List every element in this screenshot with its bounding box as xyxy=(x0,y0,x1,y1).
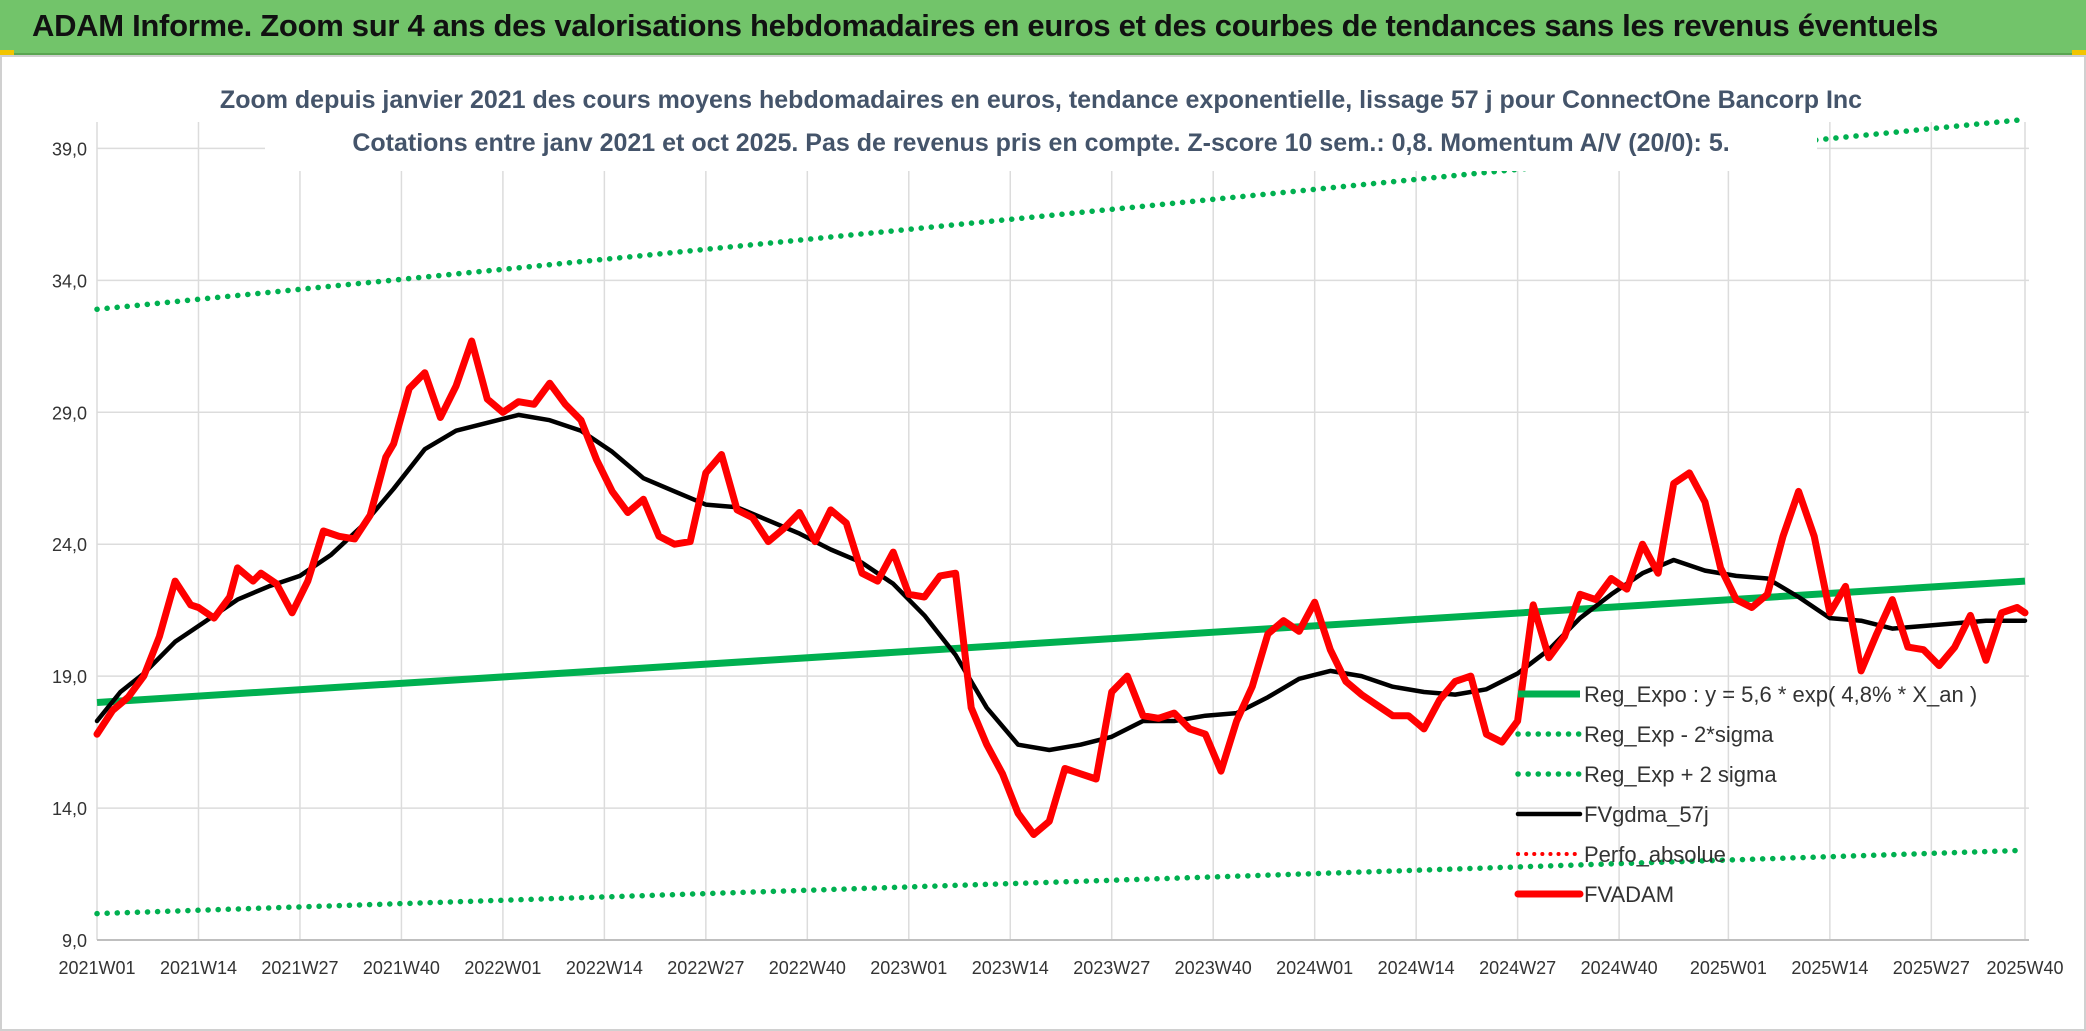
legend-label: Perfo_absolue xyxy=(1584,842,1726,867)
x-axis-ticks: 2021W01 2021W14 2021W27 2021W40 2022W01 2022W… xyxy=(58,958,2063,978)
x-tick-label: 2022W27 xyxy=(667,958,744,978)
x-tick-label: 2024W01 xyxy=(1276,958,1353,978)
y-tick-label: 34,0 xyxy=(52,271,87,291)
grid xyxy=(96,122,2029,941)
x-tick-label: 2023W14 xyxy=(972,958,1049,978)
x-tick-label: 2023W40 xyxy=(1175,958,1252,978)
legend-label: FVADAM xyxy=(1584,882,1674,907)
x-tick-label: 2023W01 xyxy=(870,958,947,978)
x-tick-label: 2025W27 xyxy=(1893,958,1970,978)
x-tick-label: 2022W40 xyxy=(769,958,846,978)
series-fvgdma_57j-line xyxy=(94,412,2028,753)
x-tick-label: 2025W14 xyxy=(1791,958,1868,978)
corner-marker-left xyxy=(0,50,14,56)
series-reg_expo-line xyxy=(96,577,2026,706)
legend-label: FVgdma_57j xyxy=(1584,802,1709,827)
x-tick-label: 2021W27 xyxy=(261,958,338,978)
legend-label: Reg_Exp - 2*sigma xyxy=(1584,722,1774,747)
y-tick-label: 19,0 xyxy=(52,667,87,687)
legend: Reg_Expo : y = 5,6 * exp( 4,8% * X_an ) R… xyxy=(1514,682,1977,907)
x-tick-label: 2025W01 xyxy=(1690,958,1767,978)
subtitle-background xyxy=(265,73,1817,171)
chart-title: Zoom depuis janvier 2021 des cours moyen… xyxy=(220,86,1862,114)
chart-frame xyxy=(0,55,2086,1031)
legend-label: Reg_Exp + 2 sigma xyxy=(1584,762,1777,787)
x-tick-label: 2024W40 xyxy=(1581,958,1658,978)
y-tick-label: 24,0 xyxy=(52,535,87,555)
x-tick-label: 2025W40 xyxy=(1986,958,2063,978)
x-tick-label: 2022W01 xyxy=(464,958,541,978)
y-tick-label: 9,0 xyxy=(62,931,87,951)
y-tick-label: 29,0 xyxy=(52,403,87,423)
y-tick-label: 39,0 xyxy=(52,139,87,159)
series-reg_exp-line xyxy=(94,847,2028,917)
corner-marker-right xyxy=(2072,50,2086,56)
x-tick-label: 2021W01 xyxy=(58,958,135,978)
x-tick-label: 2024W14 xyxy=(1378,958,1455,978)
chart-subtitle: Cotations entre janv 2021 et oct 2025. P… xyxy=(352,129,1729,157)
x-tick-label: 2021W40 xyxy=(363,958,440,978)
y-tick-label: 14,0 xyxy=(52,799,87,819)
report-title: ADAM Informe. Zoom sur 4 ans des valoris… xyxy=(32,8,1939,43)
x-tick-label: 2022W14 xyxy=(566,958,643,978)
series-layer xyxy=(93,116,2029,917)
x-tick-label: 2023W27 xyxy=(1073,958,1150,978)
series-fvadam-line xyxy=(93,337,2029,838)
x-tick-label: 2021W14 xyxy=(160,958,237,978)
y-axis-ticks: 9,0 14,0 19,0 24,0 29,0 34,0 39,0 xyxy=(52,139,87,951)
legend-label: Reg_Expo : y = 5,6 * exp( 4,8% * X_an ) xyxy=(1584,682,1977,707)
x-tick-label: 2024W27 xyxy=(1479,958,1556,978)
report-banner: ADAM Informe. Zoom sur 4 ans des valoris… xyxy=(0,0,2086,55)
